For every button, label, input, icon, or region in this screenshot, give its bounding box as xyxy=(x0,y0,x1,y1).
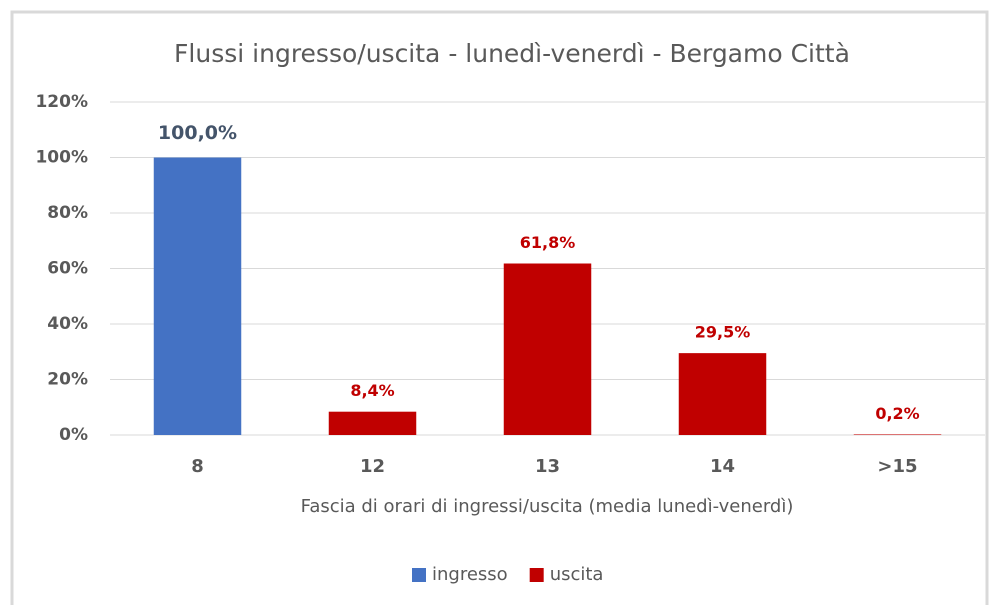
y-tick-label: 120% xyxy=(35,92,88,112)
x-tick-label: 13 xyxy=(535,456,560,477)
bar xyxy=(153,157,242,435)
x-axis-title: Fascia di orari di ingressi/uscita (medi… xyxy=(301,496,794,517)
bar xyxy=(678,353,767,435)
y-tick-label: 20% xyxy=(47,370,88,390)
bar xyxy=(328,411,417,435)
value-label: 61,8% xyxy=(520,233,576,252)
x-tick-label: 14 xyxy=(710,456,735,477)
y-tick-label: 60% xyxy=(47,259,88,279)
x-tick-label: 8 xyxy=(191,456,204,477)
bar xyxy=(853,434,942,435)
y-tick-label: 40% xyxy=(47,314,88,334)
value-label: 0,2% xyxy=(875,404,919,423)
legend-label: uscita xyxy=(550,564,604,585)
x-tick-label: >15 xyxy=(877,456,917,477)
y-tick-label: 0% xyxy=(59,425,88,445)
chart-title: Flussi ingresso/uscita - lunedì-venerdì … xyxy=(174,39,850,68)
x-tick-label: 12 xyxy=(360,456,385,477)
legend-swatch xyxy=(412,568,426,582)
value-label: 29,5% xyxy=(695,323,751,342)
value-label: 8,4% xyxy=(350,381,394,400)
legend-label: ingresso xyxy=(432,564,508,585)
legend-swatch xyxy=(529,568,544,582)
y-tick-label: 100% xyxy=(35,148,88,168)
bar xyxy=(503,263,592,435)
value-label: 100,0% xyxy=(158,122,237,144)
y-tick-label: 80% xyxy=(47,203,88,223)
